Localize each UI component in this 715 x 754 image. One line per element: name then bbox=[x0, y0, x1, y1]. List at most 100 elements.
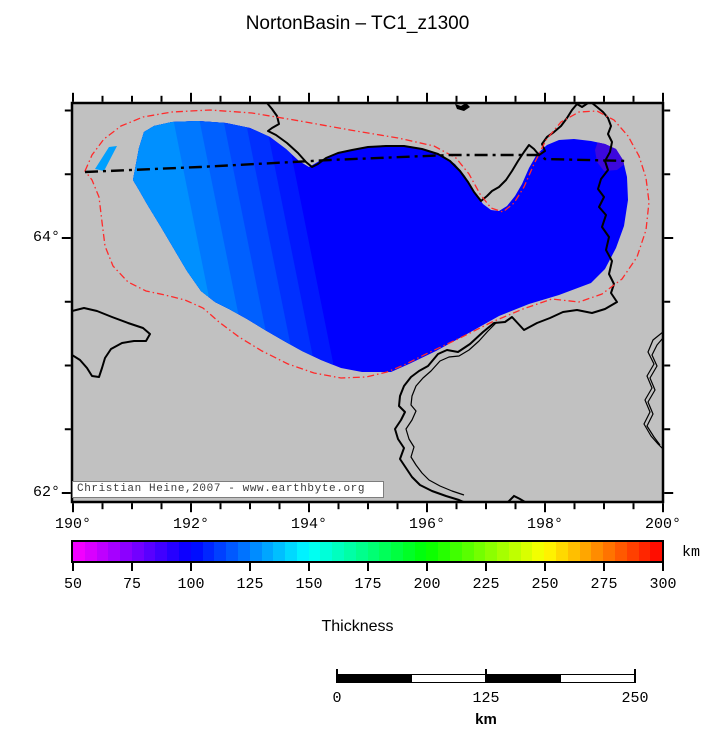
colorbar-segment bbox=[497, 542, 509, 561]
scalebar-segment bbox=[411, 675, 486, 682]
colorbar-segment bbox=[626, 542, 639, 561]
colorbar-segment bbox=[508, 542, 521, 561]
colorbar-tick bbox=[367, 563, 369, 571]
colorbar-segment bbox=[650, 542, 663, 561]
colorbar-segment bbox=[426, 542, 439, 561]
colorbar-segment bbox=[520, 542, 533, 561]
coastline-main bbox=[266, 103, 618, 502]
colorbar-tick bbox=[249, 563, 251, 571]
basin-sliver bbox=[95, 146, 117, 171]
scalebar-segment bbox=[338, 675, 412, 682]
colorbar-segment bbox=[155, 542, 168, 561]
colorbar-segment bbox=[285, 542, 297, 561]
colorbar-tick-label: 175 bbox=[354, 576, 382, 593]
plate-boundary-line bbox=[84, 153, 629, 174]
figure-title: NortonBasin – TC1_z1300 bbox=[245, 13, 470, 34]
colorbar-segment bbox=[556, 542, 568, 561]
colorbar-segment bbox=[461, 542, 474, 561]
colorbar-segment bbox=[296, 542, 309, 561]
colorbar-tick bbox=[603, 563, 605, 571]
colorbar-segment bbox=[450, 542, 462, 561]
y-axis-tick-label: 64° bbox=[32, 229, 60, 246]
colorbar-segment bbox=[120, 542, 132, 561]
y-axis-tick-label: 62° bbox=[32, 484, 60, 501]
colorbar-tick-label: 275 bbox=[590, 576, 618, 593]
colorbar-segment bbox=[438, 542, 450, 561]
scalebar-segment bbox=[559, 675, 634, 682]
colorbar-unit-label: km bbox=[682, 544, 701, 561]
island-small-north bbox=[455, 103, 470, 111]
colorbar-segment bbox=[473, 542, 486, 561]
x-axis-tick-label: 192° bbox=[172, 516, 209, 533]
colorbar-segment bbox=[332, 542, 344, 561]
colorbar-segment bbox=[414, 542, 427, 561]
scalebar-unit-label: km bbox=[475, 711, 497, 728]
colorbar-segment bbox=[96, 542, 109, 561]
colorbar-segment bbox=[320, 542, 333, 561]
colorbar-tick bbox=[426, 563, 428, 571]
x-axis-tick-label: 200° bbox=[644, 516, 681, 533]
colorbar-tick bbox=[485, 563, 487, 571]
basin-outline-red bbox=[84, 109, 650, 379]
colorbar-tick-label: 75 bbox=[122, 576, 141, 593]
scalebar-tick-label: 0 bbox=[332, 690, 342, 707]
map-ticks bbox=[61, 92, 674, 513]
colorbar-segment bbox=[237, 542, 250, 561]
colorbar bbox=[71, 540, 664, 563]
colorbar-segment bbox=[614, 542, 627, 561]
colorbar-title: Thickness bbox=[321, 618, 394, 635]
colorbar-segment bbox=[379, 542, 392, 561]
colorbar-segment bbox=[532, 542, 545, 561]
colorbar-segment bbox=[485, 542, 498, 561]
colorbar-tick-label: 250 bbox=[531, 576, 559, 593]
colorbar-segment bbox=[638, 542, 651, 561]
coast-bottom-bump bbox=[507, 494, 526, 502]
colorbar-tick-label: 50 bbox=[63, 576, 82, 593]
colorbar-tick-label: 200 bbox=[413, 576, 441, 593]
colorbar-segment bbox=[214, 542, 227, 561]
colorbar-segment bbox=[131, 542, 144, 561]
river-east-edge bbox=[643, 331, 663, 450]
colorbar-tick bbox=[662, 563, 664, 571]
scalebar-tick-label: 250 bbox=[621, 690, 649, 707]
map-frame bbox=[70, 101, 665, 504]
colorbar-segment bbox=[108, 542, 121, 561]
colorbar-segment bbox=[308, 542, 321, 561]
x-axis-tick-label: 194° bbox=[290, 516, 327, 533]
colorbar-segment bbox=[202, 542, 215, 561]
colorbar-segment bbox=[179, 542, 191, 561]
colorbar-segment bbox=[273, 542, 286, 561]
colorbar-segment bbox=[261, 542, 274, 561]
colorbar-segment bbox=[367, 542, 380, 561]
colorbar-segment bbox=[591, 542, 604, 561]
x-axis-tick-label: 198° bbox=[526, 516, 563, 533]
map-watermark: Christian Heine,2007 - www.earthbyte.org bbox=[72, 481, 384, 498]
colorbar-tick bbox=[131, 563, 133, 571]
colorbar-segment bbox=[226, 542, 238, 561]
colorbar-segment bbox=[249, 542, 262, 561]
colorbar-segment bbox=[567, 542, 580, 561]
colorbar-tick-label: 150 bbox=[295, 576, 323, 593]
x-axis-tick-label: 196° bbox=[408, 516, 445, 533]
scalebar-tick-label: 125 bbox=[472, 690, 500, 707]
colorbar-tick bbox=[190, 563, 192, 571]
colorbar-segment bbox=[143, 542, 156, 561]
colorbar-segment bbox=[343, 542, 356, 561]
colorbar-segment bbox=[402, 542, 415, 561]
scalebar-tick bbox=[485, 669, 487, 683]
x-axis-tick-label: 190° bbox=[54, 516, 91, 533]
colorbar-tick-label: 125 bbox=[236, 576, 264, 593]
river-yukon bbox=[405, 321, 498, 496]
colorbar-tick bbox=[544, 563, 546, 571]
colorbar-segment bbox=[391, 542, 403, 561]
colorbar-segment bbox=[355, 542, 368, 561]
colorbar-segment bbox=[84, 542, 97, 561]
scalebar-segment bbox=[485, 675, 560, 682]
colorbar-segment bbox=[73, 542, 85, 561]
colorbar-segment bbox=[579, 542, 592, 561]
colorbar-segment bbox=[544, 542, 557, 561]
colorbar-segment bbox=[190, 542, 203, 561]
island-st-lawrence bbox=[72, 307, 151, 378]
